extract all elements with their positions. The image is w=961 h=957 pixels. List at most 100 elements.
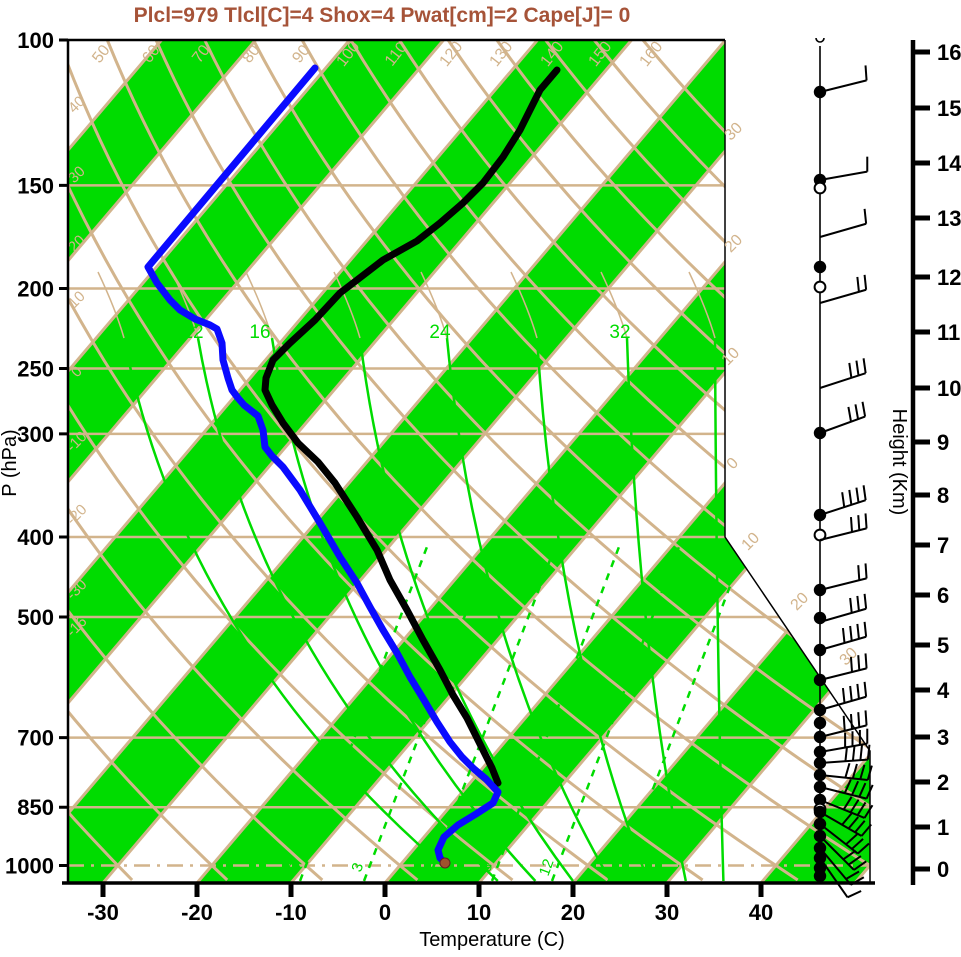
barb-feather	[863, 593, 868, 609]
barb-shaft	[819, 786, 867, 800]
height-tick-label: 6	[937, 583, 949, 608]
moist-adiabat-upper	[688, 271, 716, 339]
barb-shaft	[819, 667, 867, 681]
height-tick-label: 12	[937, 265, 961, 290]
barb-shaft	[819, 742, 868, 753]
barb-feather	[842, 796, 853, 811]
barb-shaft	[819, 847, 852, 886]
wind-barb	[813, 563, 868, 597]
barb-feather	[856, 801, 867, 816]
barb-shaft	[819, 774, 868, 782]
wind-barb	[813, 829, 867, 871]
wind-barb	[813, 611, 827, 625]
pressure-tick-label: 400	[17, 525, 54, 550]
gridline-label: 10	[739, 529, 764, 554]
dewpoint-curve	[144, 64, 502, 866]
barb-feather	[859, 764, 866, 780]
barb-shaft	[819, 288, 867, 304]
barb-feather	[857, 712, 861, 728]
barb-feather	[854, 820, 866, 833]
barb-feather	[853, 860, 867, 871]
barb-dot	[813, 611, 827, 625]
barb-feather	[864, 65, 868, 81]
barb-feather	[857, 565, 861, 581]
barb-feather	[856, 623, 860, 639]
temperature-curve	[261, 66, 561, 787]
barb-feather	[864, 710, 868, 726]
height-tick-label: 8	[937, 483, 949, 508]
moist-adiabat-line	[535, 337, 650, 882]
green-band	[68, 40, 444, 883]
pressure-tick-label: 500	[17, 605, 54, 630]
data-region-boundary	[724, 40, 871, 883]
barb-feather	[859, 745, 863, 761]
barb-shaft	[819, 170, 868, 181]
wind-barb	[813, 779, 874, 800]
dry-adiabat-line	[495, 40, 870, 882]
wind-barb	[813, 869, 827, 883]
barb-feather	[841, 627, 846, 644]
barb-feather	[866, 765, 873, 781]
chart-title: Plcl=979 Tlcl[C]=4 Shox=4 Pwat[cm]=2 Cap…	[134, 4, 631, 27]
boundary-line	[724, 40, 871, 883]
moist-adiabat-line	[358, 337, 574, 882]
gridline-label: 32	[609, 322, 630, 343]
barb-feather	[856, 595, 860, 611]
barb-shaft	[819, 823, 859, 855]
barb-feather	[847, 890, 862, 899]
dry-adiabat-line	[544, 40, 870, 882]
barb-shaft	[819, 372, 866, 389]
barb-shaft	[819, 799, 865, 819]
dry-adiabat-line	[203, 40, 870, 882]
barb-feather	[854, 404, 860, 420]
barb-feather	[861, 401, 867, 417]
temperature-tick-label: 20	[561, 900, 585, 925]
height-tick-label: 1	[937, 815, 949, 840]
height-tick-label: 9	[937, 430, 949, 455]
barb-feather	[842, 849, 857, 861]
dry-adiabat-line	[68, 40, 514, 882]
wind-barb	[813, 728, 869, 759]
barb-feather	[849, 656, 854, 673]
mixing-ratio-line	[362, 544, 493, 882]
barb-feather	[849, 597, 853, 614]
wind-barb	[819, 274, 868, 304]
gridline-label: 12	[536, 857, 558, 878]
wind-barb	[813, 681, 868, 717]
barb-feather	[857, 842, 870, 855]
height-tick-label: 5	[937, 633, 949, 658]
wind-barb	[813, 621, 868, 657]
gridline-label: 90	[289, 42, 313, 67]
barb-shaft	[819, 835, 855, 871]
moist-adiabat-line	[445, 337, 612, 882]
barb-feather	[851, 838, 864, 850]
barb-feather	[863, 681, 868, 697]
dry-adiabat-line	[105, 40, 870, 882]
barb-feather	[841, 492, 846, 508]
barb-shaft	[819, 607, 867, 623]
mixing-ratio-line	[616, 544, 747, 882]
wind-barb	[819, 358, 867, 389]
height-tick-label: 11	[937, 320, 960, 345]
barb-feather	[863, 804, 874, 819]
temperature-tick-label: -20	[181, 900, 213, 925]
barb-shaft	[819, 695, 867, 711]
wind-barb	[813, 710, 868, 744]
barb-dot	[813, 260, 827, 274]
dry-adiabat-line	[68, 40, 229, 882]
temperature-axis-title: Temperature (C)	[419, 929, 565, 951]
moist-adiabat-line	[122, 337, 462, 882]
moist-adiabat-upper	[245, 271, 273, 339]
barb-feather	[844, 762, 851, 778]
mixing-ratio-line	[298, 544, 429, 882]
wind-barb	[813, 280, 827, 294]
moist-adiabat-upper	[97, 271, 125, 339]
barb-feather	[849, 799, 860, 813]
barb-feather	[864, 653, 868, 669]
moist-adiabat-upper	[510, 271, 538, 339]
gridline-label: 3	[348, 861, 367, 875]
pressure-tick-label: 1000	[5, 854, 54, 879]
gridline-label: 0	[724, 455, 742, 473]
